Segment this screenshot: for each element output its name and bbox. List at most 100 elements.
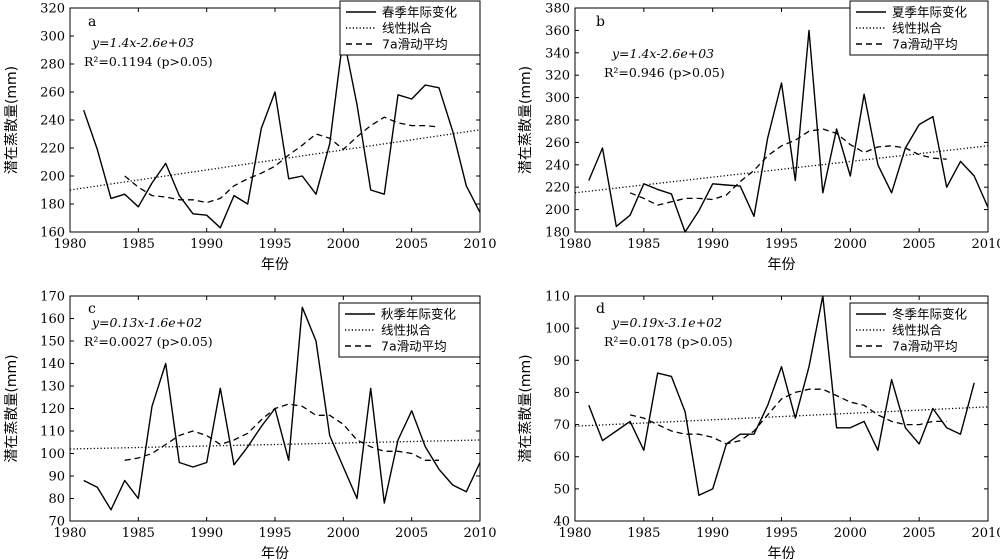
series-line-solid: [83, 35, 481, 229]
y-tick-label: 280: [545, 114, 570, 129]
regression-equation: y=0.13x-1.6e+02: [91, 315, 202, 330]
x-tick-label: 2000: [834, 237, 867, 252]
panel-letter: d: [596, 301, 605, 317]
series-line-solid: [588, 29, 989, 233]
regression-equation: y=1.4x-2.6e+03: [91, 35, 194, 50]
x-axis-title: 年份: [261, 257, 289, 273]
x-tick-label: 1985: [627, 237, 660, 252]
r-squared-annotation: R²=0.1194 (p>0.05): [84, 54, 213, 69]
x-tick-label: 2000: [834, 526, 867, 541]
legend-label: 7a滑动平均: [382, 37, 448, 52]
y-axis-title: 潜在蒸散量(mm): [4, 354, 20, 462]
x-tick-label: 2005: [903, 526, 936, 541]
y-tick-label: 170: [40, 290, 65, 305]
y-tick-label: 180: [545, 226, 570, 241]
x-tick-label: 1980: [558, 526, 591, 541]
x-tick-label: 1990: [190, 526, 223, 541]
series-line-dotted: [574, 145, 989, 194]
series-line-dotted: [69, 439, 481, 450]
legend-label: 7a滑动平均: [892, 339, 958, 354]
x-tick-label: 1995: [765, 526, 798, 541]
r-squared-annotation: R²=0.0178 (p>0.05): [604, 334, 733, 349]
y-tick-label: 280: [40, 58, 65, 73]
x-axis-title: 年份: [768, 257, 796, 273]
x-tick-label: 1985: [627, 526, 660, 541]
x-tick-label: 1980: [558, 237, 591, 252]
y-tick-label: 40: [553, 515, 570, 530]
x-tick-label: 2005: [903, 237, 936, 252]
series-line-dashed: [629, 388, 947, 445]
y-tick-label: 110: [545, 290, 570, 305]
panel-letter: c: [88, 301, 96, 317]
y-tick-label: 320: [545, 69, 570, 84]
chart-panel-d: 1980 1985 1990 1995 2000 2005 2010 40 50 60 70 80 90…: [518, 290, 1000, 559]
y-tick-label: 320: [40, 2, 65, 17]
x-tick-label: 2000: [327, 526, 360, 541]
y-tick-label: 300: [545, 91, 570, 106]
r-squared-annotation: R²=0.946 (p>0.05): [604, 65, 725, 80]
legend-label: 线性拟合: [892, 21, 943, 36]
y-tick-label: 260: [40, 86, 65, 101]
series-line-dashed: [124, 403, 439, 461]
y-tick-label: 60: [553, 450, 570, 465]
x-tick-label: 2005: [395, 526, 428, 541]
chart-panel-a: 1980 1985 1990 1995 2000 2005 2010 160 180 200 220…: [4, 0, 497, 273]
y-tick-label: 50: [553, 482, 570, 497]
x-tick-label: 2010: [463, 526, 496, 541]
y-tick-label: 240: [545, 158, 570, 173]
y-tick-label: 300: [40, 30, 65, 45]
legend-label: 秋季年际变化: [381, 307, 457, 322]
legend-label: 夏季年际变化: [892, 5, 968, 20]
x-tick-label: 1990: [696, 526, 729, 541]
y-tick-label: 90: [553, 354, 570, 369]
y-tick-label: 100: [40, 447, 65, 462]
x-tick-label: 2005: [395, 237, 428, 252]
y-tick-label: 90: [48, 470, 65, 485]
x-tick-label: 1995: [258, 526, 291, 541]
legend-label: 冬季年际变化: [892, 307, 968, 322]
series-line-dotted: [69, 129, 481, 191]
legend-label: 7a滑动平均: [381, 339, 447, 354]
y-tick-label: 140: [40, 357, 65, 372]
panel-letter: a: [88, 14, 96, 30]
y-axis-title: 潜在蒸散量(mm): [518, 354, 534, 462]
x-tick-label: 1985: [122, 526, 155, 541]
legend-label: 线性拟合: [382, 21, 433, 36]
y-tick-label: 160: [40, 226, 65, 241]
series-line-dashed: [124, 116, 440, 204]
legend-label: 线性拟合: [892, 323, 943, 338]
legend-label: 7a滑动平均: [892, 37, 958, 52]
series-line-solid: [588, 295, 975, 496]
y-tick-label: 200: [545, 203, 570, 218]
x-tick-label: 1990: [696, 237, 729, 252]
y-tick-label: 380: [545, 2, 570, 17]
chart-panel-c: 1980 1985 1990 1995 2000 2005 2010 70 80 90 100 110…: [4, 290, 497, 559]
y-tick-label: 180: [40, 198, 65, 213]
x-tick-label: 1995: [258, 237, 291, 252]
y-tick-label: 110: [40, 425, 65, 440]
panel-letter: b: [596, 14, 605, 30]
regression-equation: y=1.4x-2.6e+03: [611, 46, 714, 61]
legend-label: 春季年际变化: [382, 5, 458, 20]
y-tick-label: 200: [40, 170, 65, 185]
y-tick-label: 150: [40, 335, 65, 350]
y-tick-label: 70: [553, 418, 570, 433]
chart-panel-b: 1980 1985 1990 1995 2000 2005 2010 180 200 220 240…: [518, 0, 1000, 273]
y-axis-title: 潜在蒸散量(mm): [4, 66, 20, 174]
series-line-dashed: [629, 128, 947, 206]
y-tick-label: 120: [40, 402, 65, 417]
series-line-dotted: [574, 406, 989, 427]
x-tick-label: 2010: [463, 237, 496, 252]
y-tick-label: 360: [545, 24, 570, 39]
x-axis-title: 年份: [768, 546, 796, 559]
y-tick-label: 100: [545, 322, 570, 337]
y-tick-label: 220: [545, 181, 570, 196]
y-tick-label: 80: [48, 492, 65, 507]
x-tick-label: 2010: [971, 526, 1000, 541]
regression-equation: y=0.19x-3.1e+02: [611, 315, 722, 330]
y-tick-label: 70: [48, 515, 65, 530]
